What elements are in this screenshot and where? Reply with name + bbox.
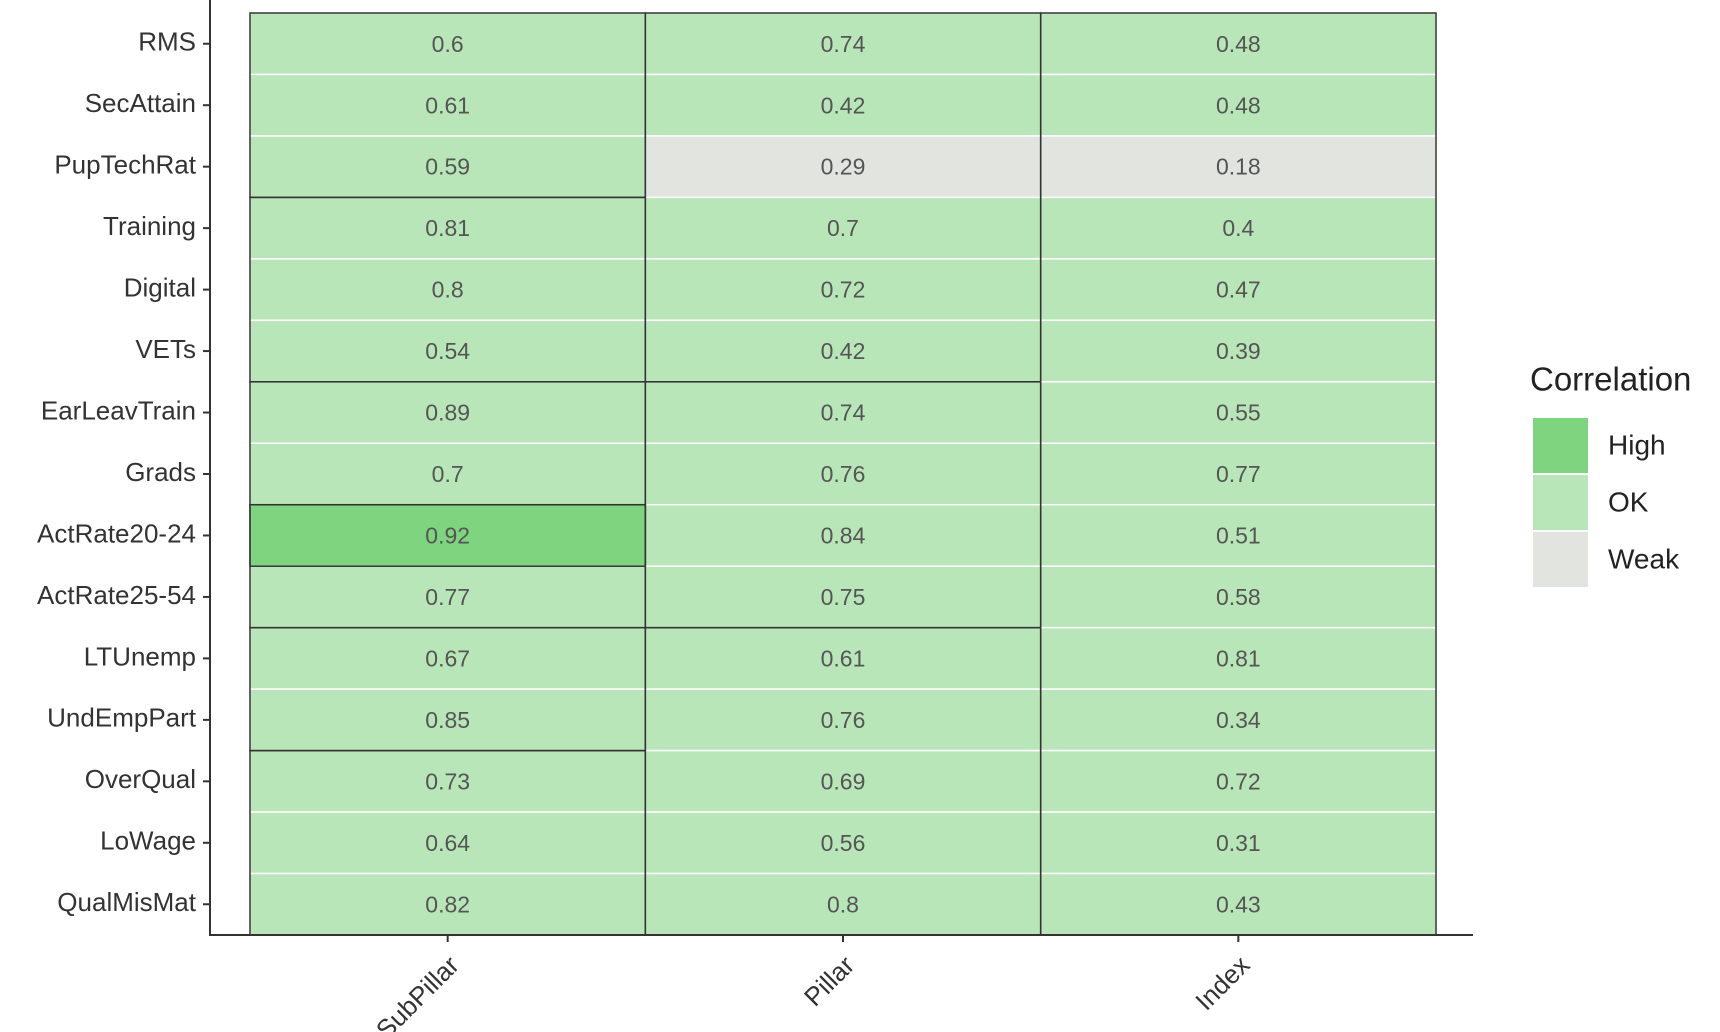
x-tick-label: Pillar — [798, 950, 860, 1012]
cell-label: 0.59 — [425, 154, 470, 180]
heat-cell — [1039, 381, 1437, 445]
cell-label: 0.55 — [1216, 400, 1261, 426]
cell-label: 0.64 — [425, 830, 470, 856]
cell-label: 0.69 — [821, 768, 866, 794]
x-tick-label: SubPillar — [370, 950, 465, 1032]
cell-label: 0.39 — [1216, 338, 1261, 364]
cell-label: 0.67 — [425, 645, 470, 671]
cell-label: 0.34 — [1216, 707, 1261, 733]
x-tick-label: Index — [1189, 950, 1255, 1016]
legend-label: High — [1608, 429, 1666, 460]
y-tick-label: RMS — [138, 27, 196, 57]
cell-label: 0.8 — [827, 891, 859, 917]
heat-cell — [249, 12, 647, 76]
legend-title: Correlation — [1530, 361, 1691, 398]
cell-label: 0.61 — [425, 92, 470, 118]
heat-cell — [1039, 196, 1437, 260]
y-tick-label: LTUnemp — [84, 641, 196, 671]
cell-label: 0.82 — [425, 891, 470, 917]
cell-label: 0.6 — [432, 31, 464, 57]
heat-cell — [1039, 73, 1437, 137]
cell-label: 0.54 — [425, 338, 470, 364]
heat-cell — [644, 381, 1042, 445]
y-tick-label: Training — [103, 211, 196, 241]
legend-key — [1533, 418, 1588, 473]
cell-label: 0.42 — [821, 338, 866, 364]
legend-key — [1533, 532, 1588, 587]
heat-cell — [249, 749, 647, 813]
y-tick-label: OverQual — [85, 764, 196, 794]
heat-cell — [249, 196, 647, 260]
y-tick-label: ActRate25-54 — [37, 580, 196, 610]
cell-label: 0.18 — [1216, 154, 1261, 180]
cell-label: 0.77 — [1216, 461, 1261, 487]
cell-label: 0.58 — [1216, 584, 1261, 610]
cell-label: 0.43 — [1216, 891, 1261, 917]
heat-cell — [1039, 749, 1437, 813]
cell-label: 0.61 — [821, 645, 866, 671]
heat-cell — [249, 381, 647, 445]
heat-cell — [644, 258, 1042, 322]
heat-cell — [644, 565, 1042, 629]
y-tick-label: Grads — [125, 457, 196, 487]
heat-cell — [249, 442, 647, 506]
cell-label: 0.89 — [425, 400, 470, 426]
heat-cell — [249, 565, 647, 629]
cell-label: 0.75 — [821, 584, 866, 610]
cell-label: 0.47 — [1216, 277, 1261, 303]
cell-label: 0.73 — [425, 768, 470, 794]
y-tick-label: ActRate20-24 — [37, 518, 196, 548]
heat-cell — [249, 872, 647, 936]
cell-label: 0.76 — [821, 707, 866, 733]
heat-cell — [1039, 811, 1437, 875]
cell-label: 0.81 — [1216, 645, 1261, 671]
y-tick-label: PupTechRat — [54, 150, 196, 180]
cell-label: 0.29 — [821, 154, 866, 180]
cell-label: 0.48 — [1216, 92, 1261, 118]
y-tick-label: EarLeavTrain — [41, 395, 196, 425]
cell-label: 0.31 — [1216, 830, 1261, 856]
heat-cell — [1039, 688, 1437, 752]
heat-cell — [644, 442, 1042, 506]
cell-label: 0.85 — [425, 707, 470, 733]
y-tick-label: Digital — [124, 272, 196, 302]
heat-cell — [644, 749, 1042, 813]
cell-label: 0.7 — [827, 215, 859, 241]
cell-label: 0.81 — [425, 215, 470, 241]
cell-label: 0.4 — [1222, 215, 1254, 241]
cell-label: 0.51 — [1216, 523, 1261, 549]
cell-label: 0.77 — [425, 584, 470, 610]
cell-label: 0.56 — [821, 830, 866, 856]
cell-label: 0.84 — [821, 523, 866, 549]
heat-cell — [644, 12, 1042, 76]
y-tick-label: QualMisMat — [57, 887, 196, 917]
cell-label: 0.72 — [821, 277, 866, 303]
group-outline — [249, 503, 647, 567]
heat-cell — [249, 811, 647, 875]
heat-cell — [249, 73, 647, 137]
cell-label: 0.48 — [1216, 31, 1261, 57]
cell-label: 0.7 — [432, 461, 464, 487]
legend-label: Weak — [1608, 543, 1680, 574]
cell-label: 0.74 — [821, 31, 866, 57]
heat-cell — [1039, 872, 1437, 936]
y-tick-label: UndEmpPart — [47, 703, 197, 733]
cell-label: 0.8 — [432, 277, 464, 303]
cell-label: 0.72 — [1216, 768, 1261, 794]
y-tick-label: SecAttain — [85, 88, 196, 118]
legend-label: OK — [1608, 486, 1649, 517]
cell-label: 0.74 — [821, 400, 866, 426]
heat-cell — [249, 503, 647, 567]
y-tick-label: LoWage — [100, 826, 196, 856]
cell-label: 0.92 — [425, 523, 470, 549]
y-tick-label: VETs — [135, 334, 196, 364]
cell-label: 0.42 — [821, 92, 866, 118]
heat-cell — [644, 688, 1042, 752]
legend-key — [1533, 475, 1588, 530]
heat-cell — [1039, 503, 1437, 567]
cell-label: 0.76 — [821, 461, 866, 487]
